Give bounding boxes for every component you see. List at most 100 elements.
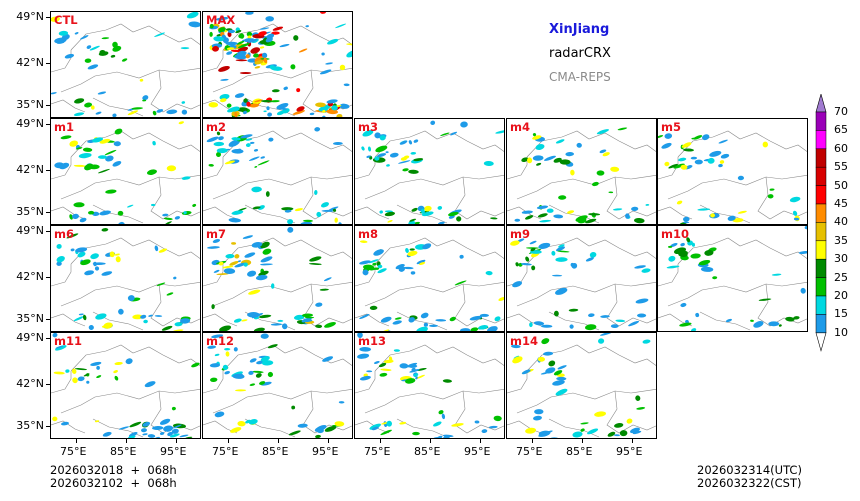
reflectivity-echo <box>668 255 676 262</box>
reflectivity-echo <box>226 51 233 55</box>
reflectivity-echo <box>172 424 182 429</box>
longitude-label: 85°E <box>414 445 441 458</box>
reflectivity-echo <box>118 426 130 430</box>
reflectivity-echo <box>359 240 368 244</box>
reflectivity-echo <box>92 137 104 143</box>
reflectivity-echo <box>346 43 352 46</box>
panel-map <box>507 127 656 224</box>
colorbar-level-label: 55 <box>834 160 848 174</box>
reflectivity-echo <box>479 313 489 317</box>
longitude-label: 95°E <box>312 445 339 458</box>
latitude-tick <box>46 384 50 385</box>
reflectivity-echo <box>661 142 672 149</box>
reflectivity-echo <box>587 428 599 435</box>
init-time-line-2: 2026032102 + 068h <box>50 476 177 490</box>
longitude-label: 95°E <box>160 445 187 458</box>
reflectivity-echo <box>214 353 220 357</box>
reflectivity-echo <box>236 373 243 377</box>
latitude-tick <box>46 105 50 106</box>
reflectivity-echo <box>114 375 119 381</box>
reflectivity-echo <box>533 415 542 421</box>
reflectivity-echo <box>188 21 200 28</box>
reflectivity-echo <box>525 427 537 434</box>
reflectivity-echo <box>326 99 338 104</box>
colorbar-segment <box>815 295 827 315</box>
reflectivity-echo <box>164 426 172 432</box>
reflectivity-echo <box>379 329 390 331</box>
reflectivity-echo <box>556 376 567 381</box>
latitude-label: 42°N <box>16 56 44 69</box>
reflectivity-echo <box>265 191 270 197</box>
reflectivity-echo <box>408 169 419 174</box>
reflectivity-echo <box>386 164 390 167</box>
reflectivity-echo <box>395 264 405 270</box>
reflectivity-echo <box>270 66 283 71</box>
province-border <box>51 50 72 73</box>
province-border <box>203 50 224 73</box>
reflectivity-echo <box>636 407 646 410</box>
reflectivity-echo <box>580 422 589 425</box>
reflectivity-echo <box>338 401 345 404</box>
reflectivity-echo <box>793 217 800 221</box>
reflectivity-echo <box>178 121 185 125</box>
reflectivity-echo <box>247 270 257 277</box>
reflectivity-echo <box>252 206 261 210</box>
reflectivity-echo <box>225 253 235 259</box>
reflectivity-echo <box>78 313 84 316</box>
province-border <box>355 313 390 327</box>
reflectivity-echo <box>380 316 392 323</box>
reflectivity-echo <box>127 110 139 116</box>
reflectivity-echo <box>234 254 240 259</box>
reflectivity-echo <box>680 242 685 247</box>
province-border <box>355 371 376 394</box>
reflectivity-echo <box>159 418 171 425</box>
reflectivity-echo <box>152 425 164 431</box>
colorbar-segment <box>815 166 827 186</box>
reflectivity-echo <box>298 48 308 53</box>
init-time-block: 2026032018 + 068h 2026032102 + 068h <box>50 464 177 490</box>
reflectivity-echo <box>417 374 425 379</box>
panel-map <box>355 333 504 438</box>
province-border <box>51 371 72 394</box>
reflectivity-echo <box>410 271 416 275</box>
reflectivity-echo <box>127 295 135 302</box>
reflectivity-echo <box>290 64 296 70</box>
reflectivity-echo <box>257 160 270 166</box>
reflectivity-echo <box>533 321 545 326</box>
reflectivity-echo <box>565 151 574 157</box>
reflectivity-echo <box>520 263 532 266</box>
reflectivity-echo <box>240 134 253 139</box>
reflectivity-echo <box>152 141 156 146</box>
reflectivity-echo <box>488 425 498 429</box>
reflectivity-echo <box>541 338 550 345</box>
reflectivity-echo <box>245 12 254 15</box>
reflectivity-echo <box>180 318 191 324</box>
reflectivity-echo <box>778 324 782 327</box>
reflectivity-echo <box>448 211 459 217</box>
reflectivity-echo <box>80 259 91 266</box>
reflectivity-echo <box>357 333 363 338</box>
valid-time-block: 2026032314(UTC) 2026032322(CST) <box>697 464 802 490</box>
panel-label: m12 <box>206 334 234 348</box>
reflectivity-echo <box>664 161 670 167</box>
latitude-label: 35°N <box>16 419 44 432</box>
province-border <box>60 67 200 93</box>
reflectivity-echo <box>321 52 325 56</box>
reflectivity-echo <box>151 203 156 207</box>
reflectivity-echo <box>158 248 168 253</box>
province-border <box>51 264 72 287</box>
reflectivity-echo <box>698 259 711 266</box>
province-border <box>454 176 504 220</box>
latitude-label: 42°N <box>16 163 44 176</box>
reflectivity-echo <box>254 60 264 65</box>
reflectivity-echo <box>346 50 352 58</box>
reflectivity-echo <box>166 292 174 296</box>
reflectivity-echo <box>255 274 268 281</box>
reflectivity-echo <box>403 155 410 159</box>
reflectivity-echo <box>260 156 265 159</box>
reflectivity-echo <box>521 157 529 162</box>
reflectivity-echo <box>474 420 480 424</box>
reflectivity-echo <box>635 298 649 304</box>
reflectivity-echo <box>459 254 464 259</box>
reflectivity-echo <box>266 106 270 111</box>
